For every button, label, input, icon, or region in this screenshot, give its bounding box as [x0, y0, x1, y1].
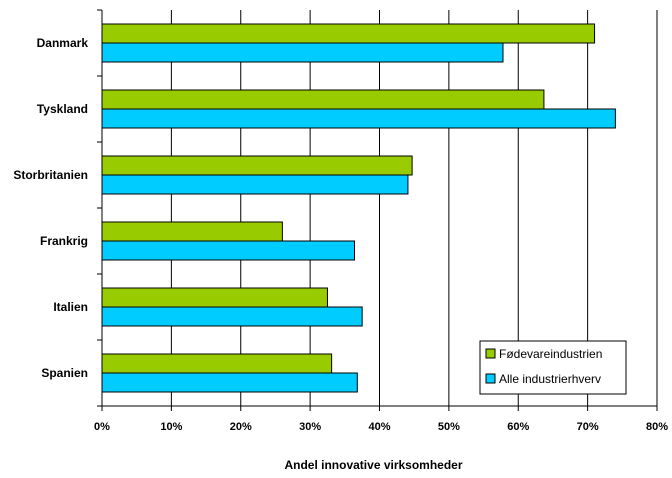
- bar-alle-industrierhverv-italien: [102, 307, 362, 326]
- bar-alle-industrierhverv-tyskland: [102, 109, 615, 128]
- category-label-spanien: Spanien: [41, 366, 88, 380]
- x-tick-label: 40%: [368, 421, 390, 433]
- category-label-italien: Italien: [53, 300, 88, 314]
- bar-alle-industrierhverv-frankrig: [102, 241, 355, 260]
- bar-fodevareindustrien-tyskland: [102, 90, 544, 109]
- legend-label-alle-industrierhverv: Alle industrierhverv: [499, 372, 601, 386]
- x-tick-label: 70%: [577, 421, 599, 433]
- category-label-danmark: Danmark: [37, 36, 89, 50]
- x-axis-title: Andel innovative virksomheder: [284, 458, 462, 472]
- x-tick-label: 20%: [230, 421, 252, 433]
- bar-alle-industrierhverv-storbritanien: [102, 175, 408, 194]
- bar-fodevareindustrien-italien: [102, 288, 327, 307]
- legend: Fødevareindustrien Alle industrierhverv: [480, 341, 626, 394]
- legend-swatch-alle-industrierhverv: [486, 374, 495, 383]
- legend-label-fodevareindustrien: Fødevareindustrien: [499, 347, 602, 361]
- bar-fodevareindustrien-frankrig: [102, 222, 282, 241]
- bar-fodevareindustrien-storbritanien: [102, 156, 412, 175]
- category-label-storbritanien: Storbritanien: [13, 168, 88, 182]
- bar-alle-industrierhverv-spanien: [102, 373, 357, 392]
- x-tick-label: 0%: [94, 421, 110, 433]
- category-label-tyskland: Tyskland: [37, 102, 88, 116]
- bar-fodevareindustrien-danmark: [102, 24, 595, 43]
- category-label-frankrig: Frankrig: [40, 234, 88, 248]
- bars: [102, 24, 615, 392]
- y-axis-labels: Danmark Tyskland Storbritanien Frankrig Ital…: [13, 10, 102, 406]
- x-axis-tick-labels: 0% 10% 20% 30% 40% 50% 60% 70% 80%: [94, 406, 668, 433]
- x-tick-label: 30%: [299, 421, 321, 433]
- x-tick-label: 80%: [646, 421, 668, 433]
- bar-alle-industrierhverv-danmark: [102, 43, 503, 62]
- legend-swatch-fodevareindustrien: [486, 349, 495, 358]
- x-tick-label: 10%: [160, 421, 182, 433]
- bar-fodevareindustrien-spanien: [102, 354, 332, 373]
- x-tick-label: 60%: [507, 421, 529, 433]
- x-tick-label: 50%: [438, 421, 460, 433]
